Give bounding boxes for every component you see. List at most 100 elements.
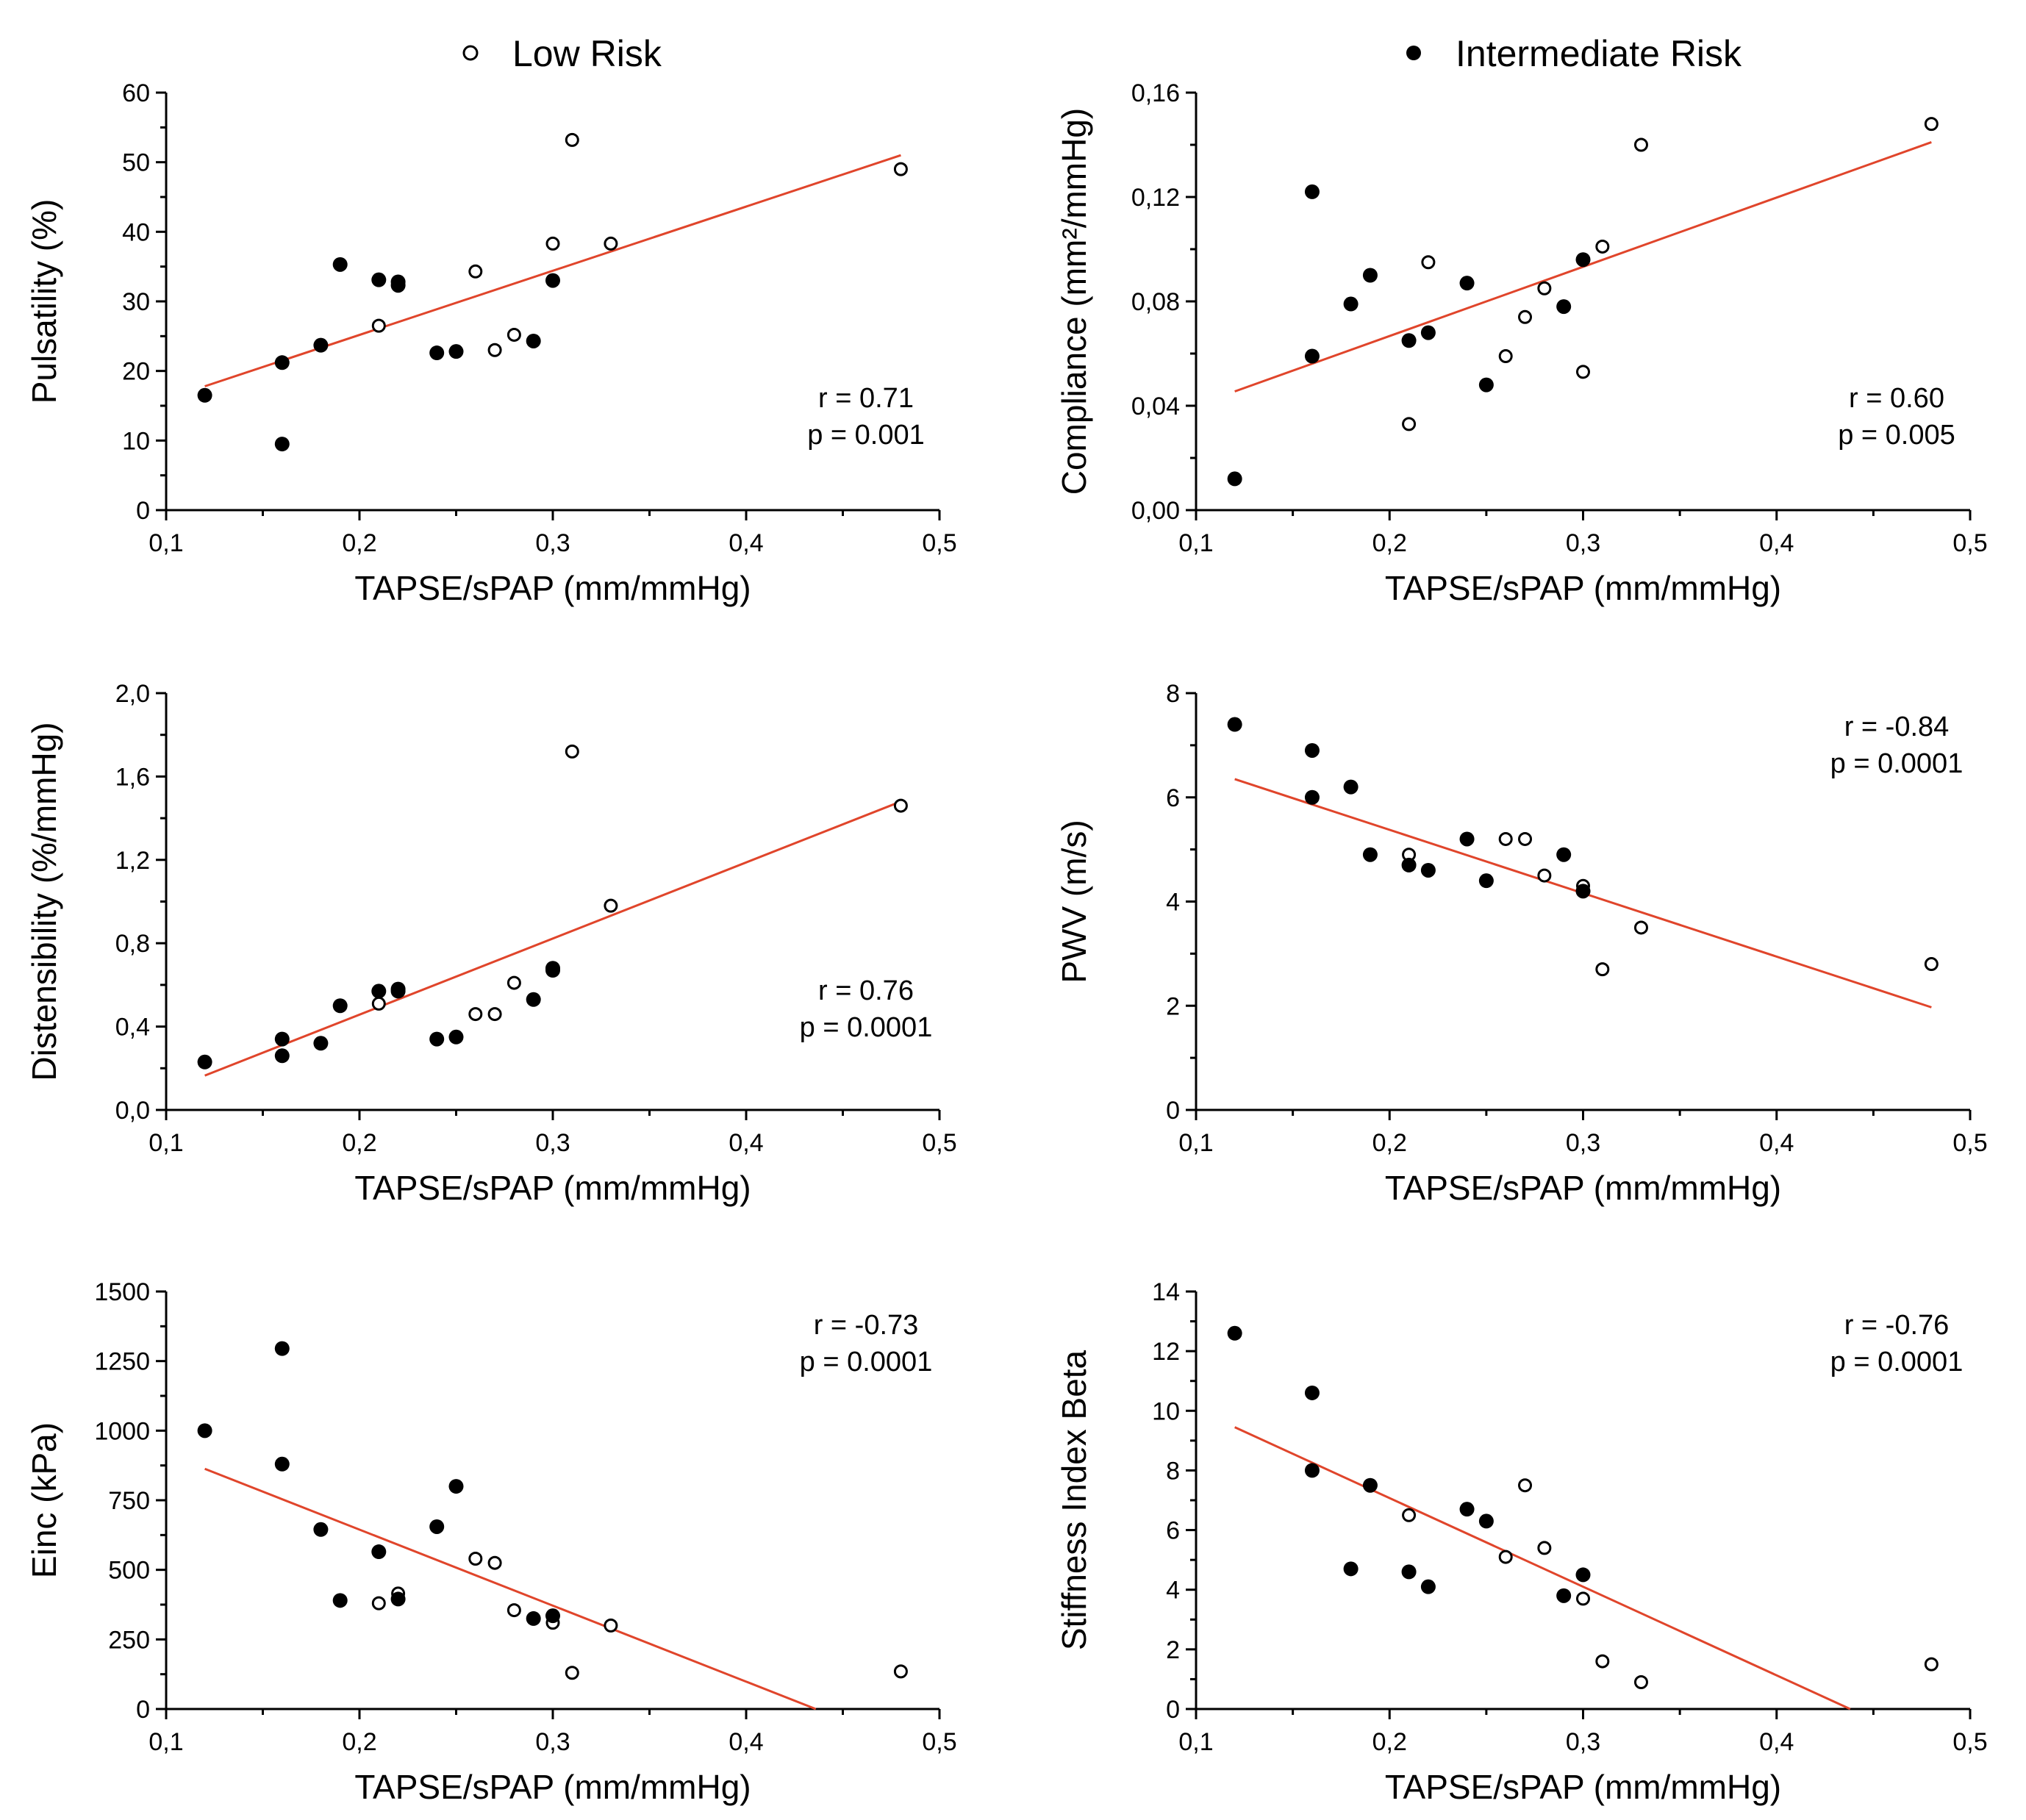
stat-r: r = 0.76	[818, 975, 914, 1006]
data-point-intermediate-risk	[1556, 847, 1572, 862]
data-point-low-risk	[1595, 239, 1610, 254]
y-axis-title: PWV (m/s)	[1055, 820, 1093, 983]
x-tick-label: 0,1	[1178, 529, 1213, 557]
stat-p: p = 0.0001	[1830, 748, 1964, 779]
data-point-low-risk	[893, 162, 908, 176]
stat-p: p = 0.0001	[800, 1012, 933, 1043]
data-point-low-risk	[506, 327, 521, 342]
data-point-low-risk	[565, 744, 579, 759]
data-point-intermediate-risk	[332, 998, 348, 1014]
data-point-intermediate-risk	[1459, 831, 1475, 847]
y-tick-label: 0,08	[1131, 288, 1180, 316]
y-tick-label: 0	[136, 1696, 150, 1724]
data-point-intermediate-risk	[274, 437, 290, 452]
data-point-low-risk	[1518, 831, 1533, 846]
legend-marker-low-risk	[462, 45, 479, 61]
data-point-intermediate-risk	[448, 1479, 464, 1494]
y-tick-label: 10	[122, 427, 150, 455]
x-tick-label: 0,3	[1566, 1129, 1600, 1157]
series-intermediate-risk	[197, 1341, 560, 1626]
chart-distensibility: 0,1 0,2 0,3 0,4 0,5 0,0 0,4 0,8 1,2 1,6 2,0 TAPSE/s…	[25, 680, 957, 1207]
data-point-intermediate-risk	[1556, 299, 1572, 315]
data-point-intermediate-risk	[274, 1031, 290, 1047]
data-point-intermediate-risk	[1362, 268, 1378, 283]
x-tick-label: 0,2	[342, 1728, 376, 1756]
stat-p: p = 0.001	[807, 420, 925, 451]
x-tick-label: 0,1	[148, 1728, 183, 1756]
x-axis-title: TAPSE/sPAP (mm/mmHg)	[1385, 1169, 1781, 1207]
data-point-low-risk	[1924, 1657, 1939, 1672]
y-tick-label: 8	[1166, 1457, 1180, 1485]
y-tick-label: 0,16	[1131, 79, 1180, 107]
data-point-low-risk	[1498, 349, 1513, 364]
legend-label-intermediate-risk: Intermediate Risk	[1456, 33, 1742, 74]
series-low-risk	[1402, 831, 1939, 977]
data-point-low-risk	[1924, 957, 1939, 972]
data-point-low-risk	[1576, 365, 1590, 379]
data-point-low-risk	[1595, 962, 1610, 977]
data-point-low-risk	[371, 1596, 386, 1611]
y-tick-label: 10	[1152, 1397, 1180, 1425]
series-intermediate-risk	[197, 961, 560, 1070]
data-point-intermediate-risk	[526, 992, 541, 1007]
data-point-intermediate-risk	[371, 984, 387, 999]
data-point-intermediate-risk	[332, 1593, 348, 1608]
y-tick-label: 0,0	[115, 1097, 150, 1125]
x-axis-title: TAPSE/sPAP (mm/mmHg)	[1385, 569, 1781, 607]
stat-p: p = 0.0001	[1830, 1347, 1964, 1377]
series-low-risk	[371, 744, 908, 1022]
data-point-intermediate-risk	[274, 1456, 290, 1472]
data-point-intermediate-risk	[1420, 862, 1436, 878]
x-tick-label: 0,1	[1178, 1129, 1213, 1157]
regression-line	[1234, 1426, 1851, 1710]
data-point-low-risk	[468, 1552, 483, 1566]
y-tick-label: 60	[122, 79, 150, 107]
y-tick-label: 1250	[94, 1348, 150, 1376]
y-tick-label: 12	[1152, 1338, 1180, 1366]
x-tick-label: 0,5	[1952, 1728, 1987, 1756]
data-point-intermediate-risk	[390, 1591, 406, 1607]
y-tick-label: 500	[108, 1557, 150, 1585]
x-tick-label: 0,4	[1759, 529, 1794, 557]
data-point-low-risk	[1633, 1674, 1648, 1689]
x-tick-label: 0,3	[535, 1129, 570, 1157]
data-point-intermediate-risk	[1459, 276, 1475, 291]
x-tick-label: 0,1	[148, 529, 183, 557]
chart-compliance: 0,1 0,2 0,3 0,4 0,5 0,00 0,04 0,08 0,12 0,16 TAPSE…	[1055, 79, 1988, 607]
stat-r: r = -0.76	[1844, 1310, 1950, 1341]
y-tick-label: 20	[122, 358, 150, 386]
x-tick-label: 0,2	[1372, 529, 1407, 557]
y-tick-label: 2	[1166, 992, 1180, 1020]
series-low-risk	[371, 1552, 908, 1680]
data-point-intermediate-risk	[197, 387, 212, 403]
y-axis-title: Distensibility (%/mmHg)	[25, 722, 63, 1081]
series-low-risk	[1402, 117, 1939, 431]
series-intermediate-risk	[1227, 717, 1591, 899]
data-point-low-risk	[1402, 1508, 1417, 1522]
data-point-intermediate-risk	[313, 337, 329, 353]
data-point-intermediate-risk	[1304, 1385, 1320, 1400]
y-tick-label: 1,6	[115, 763, 150, 791]
series-intermediate-risk	[1227, 184, 1591, 487]
data-point-intermediate-risk	[197, 1054, 212, 1070]
data-point-intermediate-risk	[448, 1029, 464, 1045]
y-tick-label: 0,8	[115, 930, 150, 958]
data-point-low-risk	[1924, 117, 1939, 132]
x-tick-label: 0,1	[1178, 1728, 1213, 1756]
y-tick-label: 50	[122, 149, 150, 177]
data-point-intermediate-risk	[1575, 884, 1591, 899]
data-point-intermediate-risk	[545, 273, 560, 288]
y-tick-label: 0	[1166, 1696, 1180, 1724]
data-point-intermediate-risk	[545, 963, 560, 978]
data-point-low-risk	[604, 898, 618, 913]
x-tick-label: 0,4	[729, 1728, 763, 1756]
series-intermediate-risk	[197, 257, 560, 452]
data-point-intermediate-risk	[1343, 1561, 1359, 1577]
data-point-intermediate-risk	[313, 1522, 329, 1537]
data-point-intermediate-risk	[448, 344, 464, 359]
y-tick-label: 0,4	[115, 1014, 150, 1042]
chart-pulsatility: 0,1 0,2 0,3 0,4 0,5 0 10 20 30 40 50 60 TAPSE/sPAP (…	[25, 79, 957, 607]
stat-p: p = 0.005	[1838, 420, 1955, 451]
data-point-low-risk	[487, 1007, 502, 1022]
data-point-low-risk	[565, 132, 579, 147]
